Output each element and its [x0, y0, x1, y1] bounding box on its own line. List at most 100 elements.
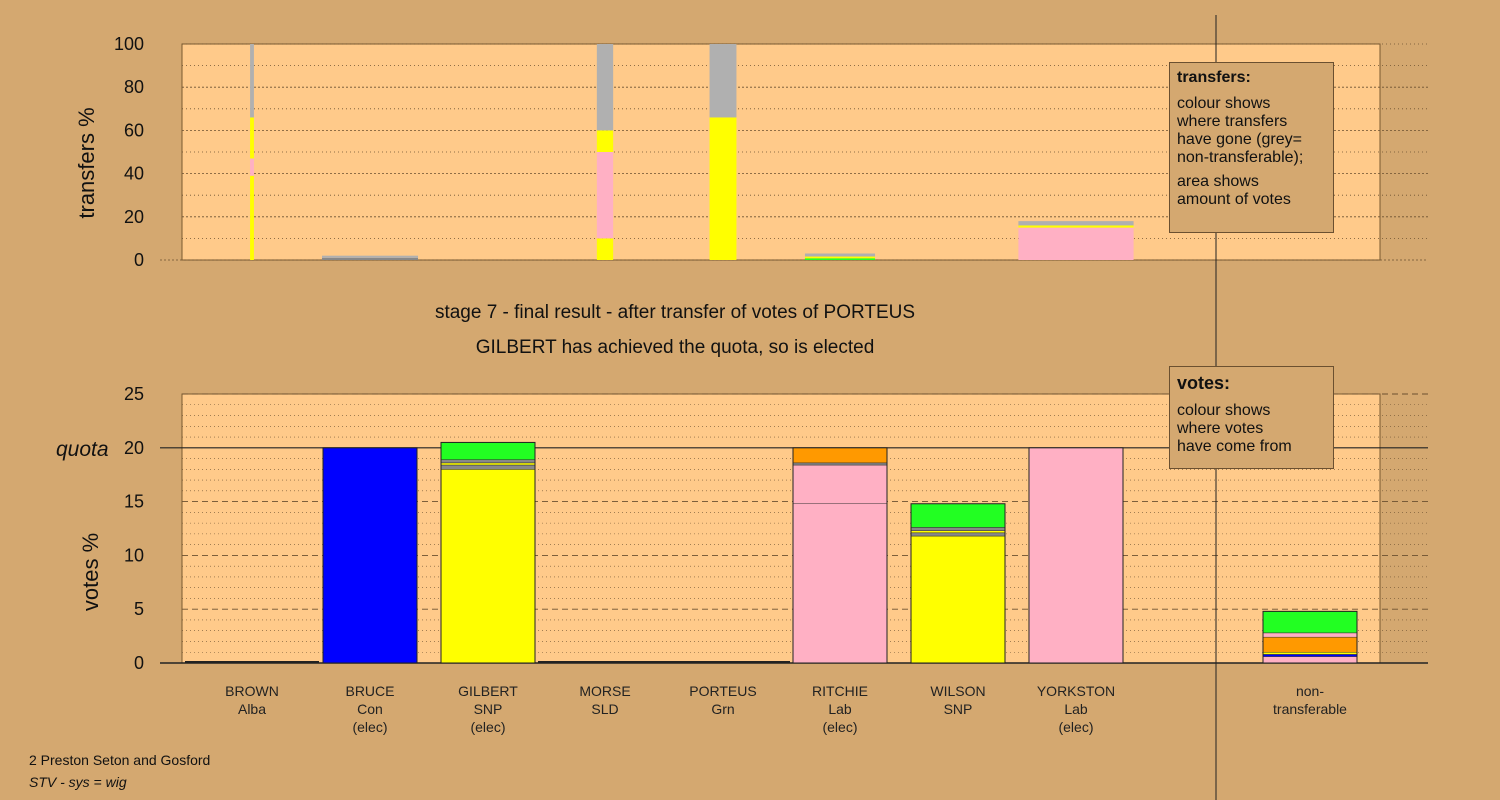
candidate-labels: BROWN Alba BRUCE Con (elec) GILBERT SNP (elec) M…: [225, 683, 1347, 735]
vote-segment-non-transferable: [1262, 636, 1358, 653]
transfer-segment-morse: [596, 44, 614, 131]
transfer-segment-ritchie: [804, 256, 876, 259]
transfers-y-label: transfers %: [74, 107, 99, 218]
vote-segment-non-transferable: [1262, 654, 1358, 657]
transfers-tick-label: 40: [124, 164, 144, 184]
transfer-segment-morse: [596, 152, 614, 239]
transfers-tick-label: 80: [124, 77, 144, 97]
vote-bar-outline-ritchie: [792, 447, 888, 664]
vote-segment-ritchie: [792, 464, 888, 505]
transfer-segment-brown: [250, 158, 254, 176]
candidate-label: MORSE: [579, 683, 630, 699]
vote-segment-wilson: [910, 530, 1006, 534]
vote-segment-non-transferable: [1262, 651, 1358, 655]
transfer-segment-morse: [596, 130, 614, 152]
legend-votes-text: colour shows where votes have come from: [1177, 402, 1292, 455]
vote-segment-ritchie: [792, 503, 888, 664]
vote-segment-gilbert: [440, 459, 536, 464]
vote-bar-outline-bruce: [322, 447, 418, 664]
vote-segment-non-transferable: [1262, 656, 1358, 664]
transfers-bars: [250, 44, 1134, 260]
footer-constituency: 2 Preston Seton and Gosford: [29, 752, 211, 768]
transfers-tick-label: 100: [114, 34, 144, 54]
transfer-segment-ritchie: [804, 258, 876, 260]
candidate-label: Con: [357, 701, 383, 717]
votes-bars: [185, 441, 1358, 664]
vote-bar-outline-yorkston: [1028, 447, 1124, 664]
vote-segment-bruce: [322, 447, 418, 664]
candidate-label: YORKSTON: [1037, 683, 1115, 699]
candidate-label: RITCHIE: [812, 683, 868, 699]
votes-tick-label: 20: [124, 438, 144, 458]
legend-votes-title: votes:: [1177, 373, 1231, 393]
transfers-gridlines: [160, 43, 1428, 261]
transfer-segment-brown: [250, 44, 254, 118]
transfers-tick-label: 60: [124, 120, 144, 140]
legend-transfers-title: transfers:: [1177, 69, 1251, 86]
vote-segment-non-transferable: [1262, 632, 1358, 638]
vote-segment-gilbert: [440, 464, 536, 470]
candidate-label: WILSON: [930, 683, 985, 699]
candidate-label: BROWN: [225, 683, 279, 699]
candidate-label: (elec): [352, 719, 387, 735]
candidate-label: GILBERT: [458, 683, 518, 699]
candidate-label: BRUCE: [345, 683, 394, 699]
transfers-y-ticks: 0 20 40 60 80 100: [114, 34, 144, 270]
candidate-label: transferable: [1273, 701, 1347, 717]
candidate-label: Lab: [828, 701, 852, 717]
footer-system: STV - sys = wig: [29, 774, 127, 790]
votes-tick-label: 5: [134, 599, 144, 619]
transfers-tick-label: 0: [134, 250, 144, 270]
transfers-tick-label: 20: [124, 207, 144, 227]
candidate-label: SLD: [591, 701, 618, 717]
vote-segment-wilson: [910, 532, 1006, 537]
transfer-segment-bruce: [322, 257, 418, 260]
votes-tick-label: 15: [124, 492, 144, 512]
transfer-segment-bruce: [322, 255, 418, 258]
vote-segment-ritchie: [792, 462, 888, 466]
vote-bar-outline-wilson: [910, 503, 1006, 664]
candidate-label: non-: [1296, 683, 1324, 699]
votes-tick-label: 10: [124, 545, 144, 565]
vote-segment-gilbert: [440, 469, 536, 664]
vote-segment-gilbert: [440, 462, 536, 466]
candidate-label: PORTEUS: [689, 683, 756, 699]
vote-segment-wilson: [910, 535, 1006, 664]
votes-y-label: votes %: [78, 533, 103, 611]
quota-label: quota: [56, 438, 109, 461]
vote-bar-outline-gilbert: [440, 441, 536, 664]
vote-segment-wilson: [910, 503, 1006, 528]
transfer-segment-brown: [250, 117, 254, 159]
legend-transfers-text-2: area shows amount of votes: [1177, 173, 1291, 208]
transfer-segment-morse: [596, 238, 614, 260]
vote-segment-non-transferable: [1262, 611, 1358, 634]
transfer-segment-porteus: [709, 117, 737, 260]
vote-bar-outline-non-transferable: [1262, 610, 1358, 664]
transfer-segment-yorkston: [1018, 225, 1134, 228]
vote-segment-ritchie: [792, 447, 888, 464]
votes-tick-label: 0: [134, 653, 144, 673]
candidate-label: (elec): [1058, 719, 1093, 735]
transfer-segment-brown: [250, 175, 254, 260]
candidate-label: Lab: [1064, 701, 1088, 717]
legend-transfers: transfers: colour shows where transfers …: [1169, 62, 1334, 233]
transfer-segment-yorkston: [1018, 221, 1134, 226]
candidate-label: SNP: [944, 701, 973, 717]
vote-segment-yorkston: [1028, 447, 1124, 664]
votes-tick-label: 25: [124, 384, 144, 404]
candidate-label: (elec): [470, 719, 505, 735]
transfer-segment-porteus: [709, 44, 737, 118]
stage-subtitle: GILBERT has achieved the quota, so is el…: [476, 337, 875, 358]
candidate-label: Alba: [238, 701, 266, 717]
legend-votes: votes: colour shows where votes have com…: [1169, 366, 1334, 469]
vote-segment-wilson: [910, 527, 1006, 531]
candidate-label: Grn: [711, 701, 734, 717]
candidate-label: (elec): [822, 719, 857, 735]
transfer-segment-yorkston: [1018, 227, 1134, 260]
stage-title: stage 7 - final result - after transfer …: [435, 302, 915, 323]
votes-y-ticks: 0 5 10 15 20 25: [124, 384, 144, 673]
vote-segment-gilbert: [440, 442, 536, 460]
candidate-label: SNP: [474, 701, 503, 717]
transfer-segment-ritchie: [804, 253, 876, 257]
legend-transfers-text-1: colour shows where transfers have gone (…: [1177, 95, 1304, 166]
